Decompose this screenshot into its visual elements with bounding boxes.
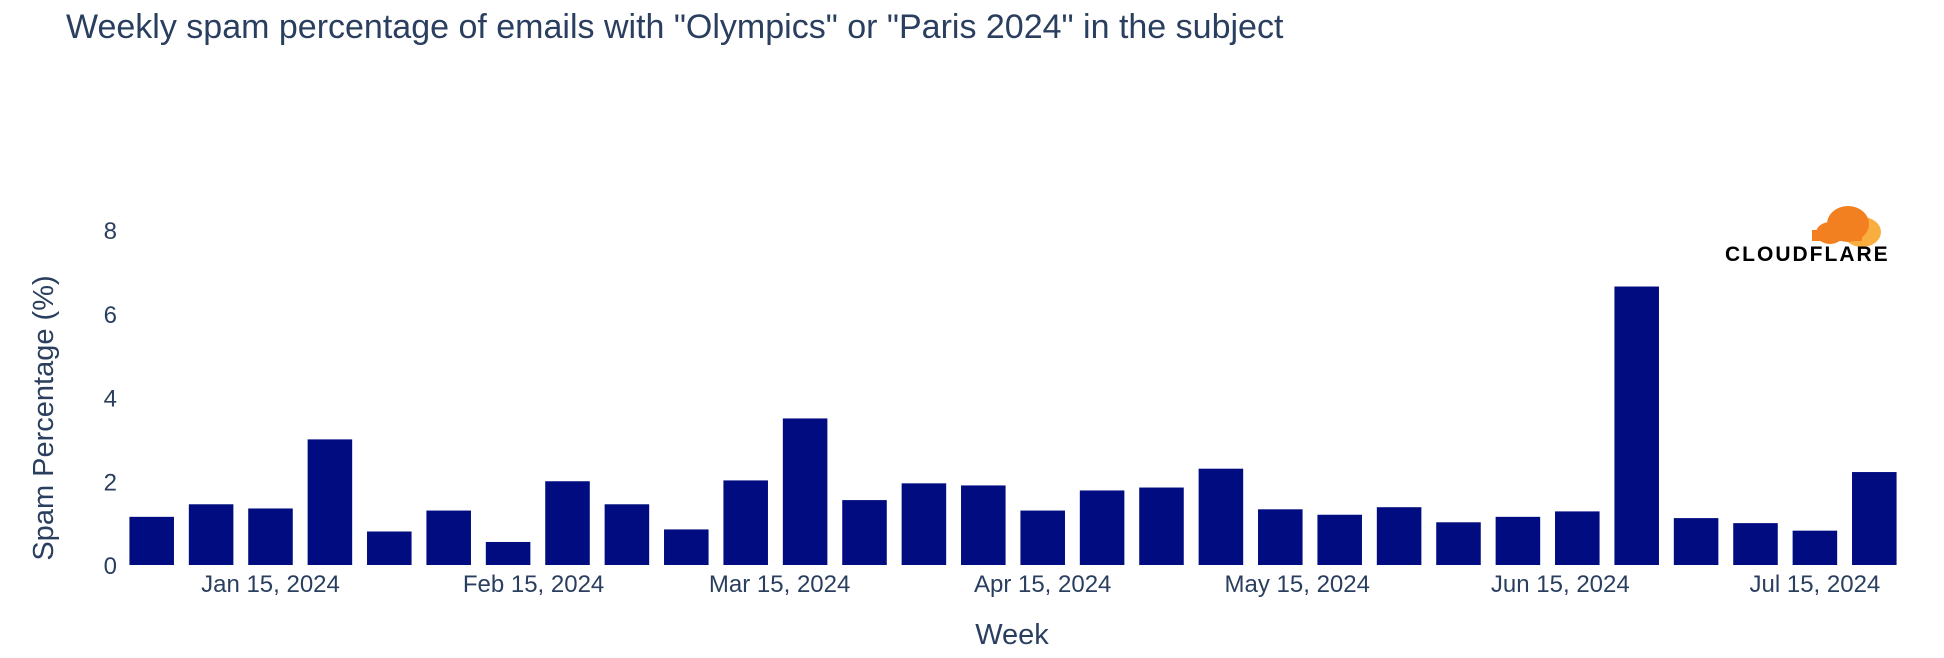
y-tick-label: 6	[104, 302, 117, 329]
bar	[1376, 507, 1422, 565]
bars	[129, 286, 1897, 566]
bar	[1673, 518, 1719, 565]
bar	[782, 418, 828, 565]
bar	[188, 504, 234, 565]
bar	[485, 541, 531, 565]
logo-text: CLOUDFLARE	[1725, 243, 1890, 266]
bar	[723, 480, 768, 565]
bar	[1614, 286, 1659, 565]
x-tick-label: May 15, 2024	[1225, 571, 1370, 598]
y-tick-label: 4	[104, 386, 117, 413]
y-tick-label: 0	[104, 553, 117, 580]
y-axis-title: Spam Percentage (%)	[28, 275, 60, 560]
bar	[1198, 468, 1244, 565]
bar	[545, 481, 590, 565]
bar	[1258, 509, 1303, 565]
bar	[1852, 472, 1897, 565]
x-tick-label: Jan 15, 2024	[201, 571, 340, 598]
x-tick-label: Mar 15, 2024	[709, 571, 850, 598]
bar	[1436, 522, 1481, 565]
x-axis-title: Week	[975, 619, 1049, 651]
x-tick-label: Jun 15, 2024	[1491, 571, 1630, 598]
bar	[307, 439, 353, 566]
bar	[1079, 490, 1125, 565]
bar	[1555, 511, 1600, 565]
bar	[248, 508, 293, 565]
bar	[664, 529, 709, 565]
bar	[961, 485, 1006, 565]
bar	[1792, 530, 1838, 565]
bar	[1020, 510, 1065, 565]
bar	[1733, 523, 1778, 566]
bar	[1317, 514, 1362, 565]
cloudflare-logo: CLOUDFLARE	[1725, 206, 1890, 266]
y-tick-label: 2	[104, 469, 117, 496]
bar	[1495, 516, 1541, 565]
y-tick-label: 8	[104, 218, 117, 245]
x-tick-label: Apr 15, 2024	[974, 571, 1111, 598]
cloud-icon	[1812, 206, 1881, 247]
bar	[426, 510, 471, 565]
bar	[842, 500, 887, 565]
bar	[1139, 487, 1184, 565]
bar	[901, 483, 947, 565]
x-tick-label: Feb 15, 2024	[463, 571, 604, 598]
bar	[367, 531, 412, 565]
x-tick-label: Jul 15, 2024	[1750, 571, 1881, 598]
y-axis: 0 2 4 6 8	[104, 218, 117, 580]
chart-title: Weekly spam percentage of emails with "O…	[66, 8, 1284, 46]
x-axis: Jan 15, 2024 Feb 15, 2024 Mar 15, 2024 Apr …	[201, 571, 1880, 598]
bar	[129, 516, 174, 565]
bar	[604, 504, 650, 565]
